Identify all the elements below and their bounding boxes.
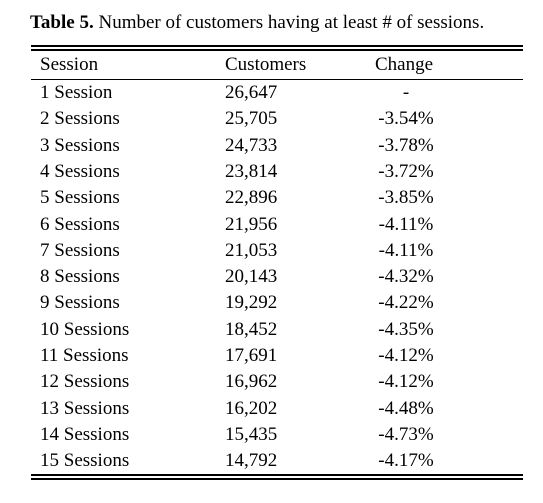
column-header-session: Session [40, 54, 98, 76]
cell-session: 9 Sessions [40, 292, 120, 314]
cell-change: -4.17% [341, 450, 471, 472]
cell-customers: 18,452 [225, 319, 277, 341]
cell-customers: 21,956 [225, 214, 277, 236]
column-header-change: Change [339, 54, 469, 76]
cell-session: 11 Sessions [40, 345, 129, 367]
cell-session: 14 Sessions [40, 424, 129, 446]
cell-customers: 14,792 [225, 450, 277, 472]
cell-session: 12 Sessions [40, 371, 129, 393]
table-header-rule [31, 79, 523, 80]
cell-session: 4 Sessions [40, 161, 120, 183]
cell-customers: 23,814 [225, 161, 277, 183]
cell-change: - [341, 82, 471, 104]
table-caption: Table 5. Number of customers having at l… [30, 12, 484, 34]
cell-change: -4.35% [341, 319, 471, 341]
cell-session: 13 Sessions [40, 398, 129, 420]
cell-customers: 21,053 [225, 240, 277, 262]
cell-customers: 16,202 [225, 398, 277, 420]
cell-session: 1 Session [40, 82, 112, 104]
cell-session: 15 Sessions [40, 450, 129, 472]
cell-session: 7 Sessions [40, 240, 120, 262]
cell-change: -3.72% [341, 161, 471, 183]
column-header-customers: Customers [225, 54, 306, 76]
table-caption-text: Number of customers having at least # of… [98, 12, 484, 33]
cell-change: -4.12% [341, 345, 471, 367]
cell-customers: 22,896 [225, 187, 277, 209]
cell-change: -4.22% [341, 292, 471, 314]
cell-change: -4.11% [341, 214, 471, 236]
cell-customers: 15,435 [225, 424, 277, 446]
table-caption-label: Table 5. [30, 12, 94, 33]
cell-change: -4.73% [341, 424, 471, 446]
cell-change: -4.48% [341, 398, 471, 420]
cell-change: -3.78% [341, 135, 471, 157]
table-top-rule [31, 45, 523, 47]
cell-customers: 26,647 [225, 82, 277, 104]
cell-session: 8 Sessions [40, 266, 120, 288]
cell-customers: 19,292 [225, 292, 277, 314]
cell-session: 2 Sessions [40, 108, 120, 130]
cell-session: 5 Sessions [40, 187, 120, 209]
cell-change: -3.54% [341, 108, 471, 130]
cell-customers: 17,691 [225, 345, 277, 367]
cell-change: -4.12% [341, 371, 471, 393]
cell-change: -4.11% [341, 240, 471, 262]
cell-session: 10 Sessions [40, 319, 129, 341]
table-top-rule-inner [31, 49, 523, 51]
cell-customers: 20,143 [225, 266, 277, 288]
cell-session: 3 Sessions [40, 135, 120, 157]
cell-customers: 25,705 [225, 108, 277, 130]
cell-change: -3.85% [341, 187, 471, 209]
cell-change: -4.32% [341, 266, 471, 288]
cell-customers: 24,733 [225, 135, 277, 157]
cell-session: 6 Sessions [40, 214, 120, 236]
table-bottom-rule-inner [31, 474, 523, 476]
cell-customers: 16,962 [225, 371, 277, 393]
table-bottom-rule [31, 478, 523, 480]
